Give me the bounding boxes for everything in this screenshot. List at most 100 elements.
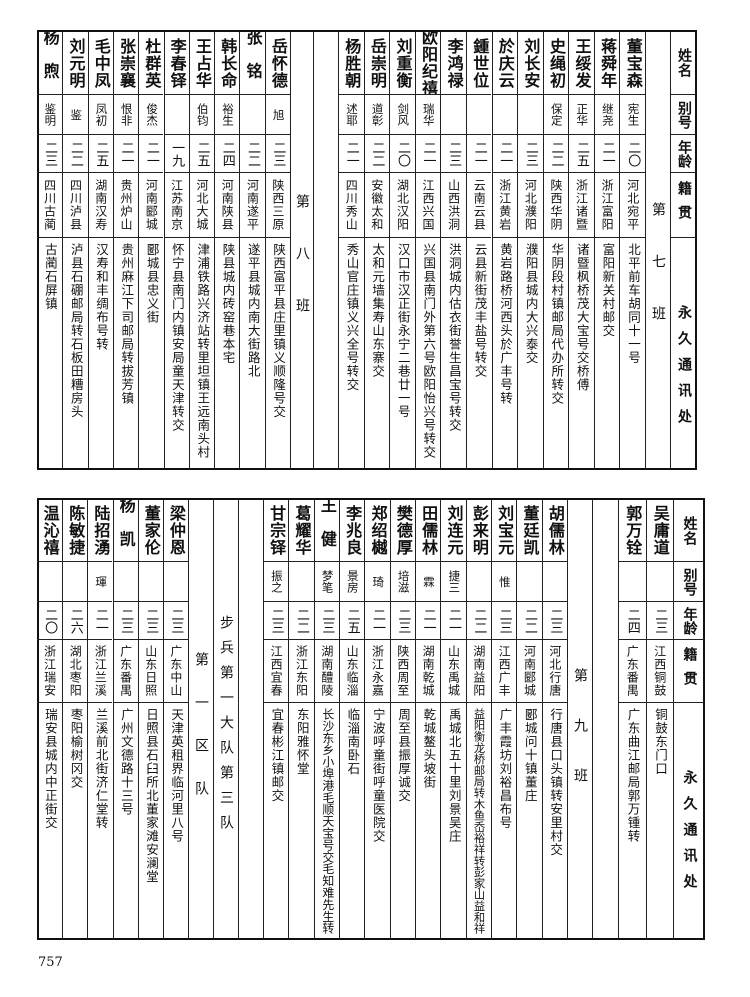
class-label-column: 第八班 [290, 32, 313, 468]
address-cell: 临淄南卧石 [340, 703, 364, 940]
native-cell: 安徽太和 [364, 173, 390, 238]
name-cell: 毛中凤 [88, 32, 113, 95]
age-cell: 二一 [594, 135, 620, 173]
member-alias: 琦 [371, 575, 386, 588]
class-label-column: 第九班 [567, 500, 592, 938]
section-label: 第一区队 [189, 652, 213, 824]
alias-cell [646, 562, 673, 602]
member-name: 张崇襄 [117, 37, 137, 89]
age-cell: 二一 [466, 135, 492, 173]
member-name: 吴庸道 [650, 505, 670, 556]
native-cell: 四川古蔺 [37, 173, 63, 238]
member-name: 杨煦 [40, 32, 60, 95]
name-cell: 王绥发 [569, 32, 594, 95]
section1-member-column: 陆招湧琿二一 浙江兰溪 兰溪前北街济仁堂转 [87, 500, 113, 938]
native-cell: 云南云县 [466, 173, 492, 238]
member-address: 禹城北五十里刘景吴庄 [446, 708, 462, 843]
name-cell: 李兆良 [340, 500, 365, 562]
native-cell: 河南遂平 [240, 173, 265, 238]
member-address: 周至县振厚诚交 [396, 708, 412, 803]
alias-cell [492, 95, 518, 135]
alias-cell: 琦 [365, 562, 390, 602]
member-age: 二二 [293, 607, 309, 634]
section-label-text: 第一区队 [193, 652, 209, 824]
name-cell: 刘宝元 [492, 500, 517, 562]
member-native: 山西洪洞 [446, 179, 461, 231]
member-address: 富阳新关村邮交 [600, 243, 616, 338]
address-cell: 黄岩路桥河西头於广丰号转 [493, 238, 518, 470]
class7-member-column: 蒋舜年 继尧 二一 浙江富阳 富阳新关村邮交 [593, 32, 620, 468]
class9-member-column: 郑绍樾琦二一 浙江永嘉 宁波呼童街呼童医院交 [364, 500, 390, 938]
member-age: 二三 [270, 140, 286, 167]
class7-label-text: 第七班 [650, 202, 666, 358]
member-address: 郾城县忠义街 [144, 243, 160, 324]
name-cell: 王健 [314, 500, 339, 562]
member-alias: 鉴 [69, 108, 84, 121]
name-cell: 史绳初 [543, 32, 569, 95]
section1-member-column: 温沁禧 二〇 浙江瑞安 瑞安县城内中正街交 [37, 500, 63, 940]
address-cell: 铜鼓东门口 [647, 703, 674, 940]
member-name: 欧阳纪禧 [419, 32, 439, 95]
address-cell: 陕西富平县庄里镇义顺隆号交 [266, 238, 290, 470]
member-address: 广东曲江邮局郭万锺转 [625, 708, 641, 843]
class7-member-column: 杨胜朝 述耶 二一 四川秀山 秀山官庄镇义兴全号转交 [338, 32, 364, 468]
member-native: 浙江黄岩 [497, 179, 512, 231]
member-age: 二三 [268, 607, 284, 634]
class8-member-column: 王占华 伯钧 二五 河北大城 津浦铁路兴济站转里坦镇王远南头村 [188, 32, 215, 468]
address-cell: 天津英租界临河里八号 [164, 703, 188, 940]
address-cell: 古蔺石屏镇 [37, 238, 62, 470]
member-name: 张铭 [243, 32, 263, 95]
member-age: 二一 [92, 607, 108, 634]
member-alias: 旭 [271, 108, 286, 121]
native-cell: 贵州炉山 [113, 173, 139, 238]
age-cell: 二二 [543, 135, 569, 173]
name-cell: 葛耀华 [289, 500, 314, 562]
native-cell: 江西铜鼓 [646, 640, 673, 703]
member-alias: 继尧 [600, 103, 615, 126]
member-age: 二一 [369, 607, 385, 634]
member-age: 二三 [118, 607, 134, 634]
alias-cell: 惟 [492, 562, 517, 602]
member-address: 宁波呼童街呼童医院交 [370, 708, 386, 843]
member-address: 遂平县城内南大街路北 [245, 243, 261, 378]
header-age-cell: 年龄 [674, 602, 705, 640]
member-native: 广东番禺 [625, 645, 640, 697]
name-cell: 董宝森 [620, 32, 645, 95]
member-age: 二二 [67, 140, 83, 167]
member-address: 北平前车胡同十一号 [625, 243, 641, 365]
member-address: 枣阳榆树冈交 [68, 708, 84, 789]
class7-member-column: 李鸿禄 二三 山西洪洞 洪洞城内估衣街誉生昌宝号转交 [440, 32, 466, 468]
member-name: 刘重衡 [393, 37, 413, 89]
member-name: 杜群英 [142, 37, 162, 89]
member-address: 郾城问十镇董庄 [522, 708, 538, 803]
name-cell: 梁仲恩 [163, 500, 188, 562]
name-cell: 王占华 [189, 32, 215, 95]
member-address: 瑞安县城内中正街交 [42, 708, 58, 830]
member-name: 董宝森 [623, 37, 643, 89]
member-name: 刘长安 [521, 37, 541, 89]
alias-cell [517, 562, 542, 602]
member-alias: 梦笔 [320, 570, 335, 593]
class7-label: 第七班 [646, 202, 670, 358]
member-native: 河南郾城 [522, 645, 537, 697]
member-name: 田儒林 [419, 505, 439, 556]
header-address-cell: 永久通讯处 [674, 703, 705, 940]
address-cell: 泸县石硼邮局转石板田糟房头 [63, 238, 87, 470]
name-cell: 张铭 [240, 32, 265, 95]
member-name: 陆招湧 [91, 505, 111, 556]
native-cell: 河南陕县 [215, 173, 240, 238]
member-name: 韩长命 [218, 37, 238, 89]
unit-label-column: 步兵第一大队第三队 [213, 500, 238, 938]
member-age: 二二 [471, 607, 487, 634]
member-address: 津浦铁路兴济站转里坦镇王远南头村 [195, 243, 211, 459]
native-cell: 浙江诸暨 [569, 173, 594, 238]
member-address: 铜鼓东门口 [653, 708, 668, 776]
alias-cell [37, 562, 63, 602]
member-native: 云南云县 [472, 179, 487, 231]
class9-member-column: 刘连元 捷三 二一 山东禹城 禹城北五十里刘景吴庄 [440, 500, 466, 938]
address-cell: 益阳衡龙桥邮局转木鱼岙裕祥转彭家山益和祥 [467, 703, 491, 940]
address-cell: 瑞安县城内中正街交 [37, 703, 62, 940]
member-age: 二一 [420, 607, 436, 634]
header-address-label: 永久通讯处 [681, 770, 698, 900]
alias-cell [441, 95, 466, 135]
